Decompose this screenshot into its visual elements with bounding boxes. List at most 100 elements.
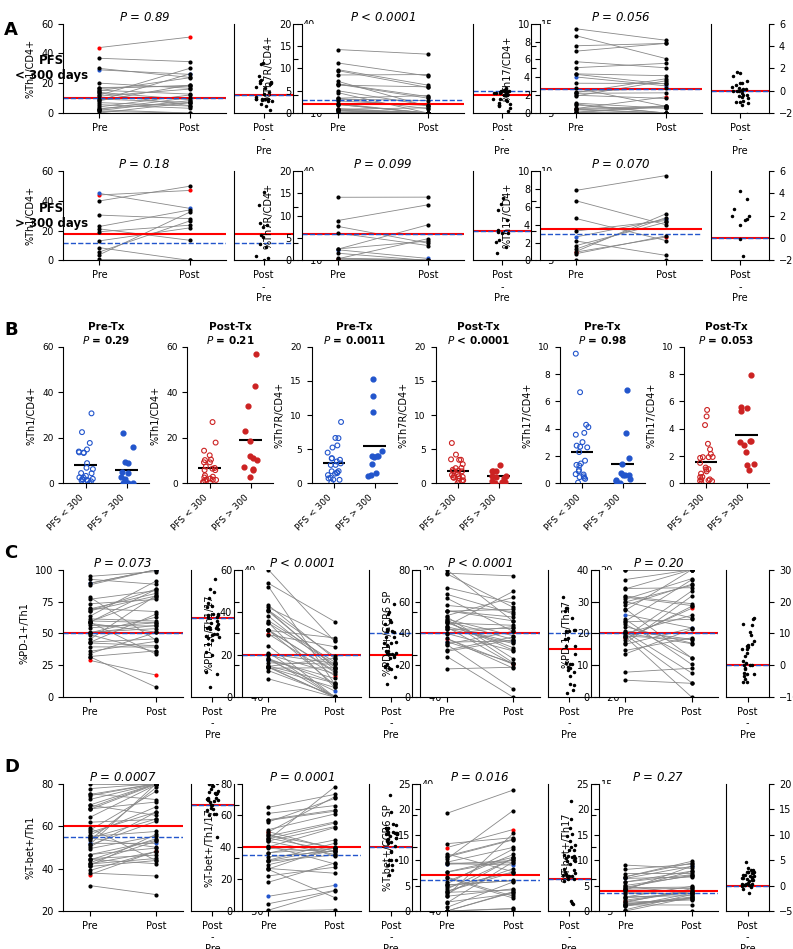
Title: $P$ = 0.89: $P$ = 0.89	[119, 10, 170, 24]
Point	[197, 455, 210, 470]
Point	[446, 467, 458, 482]
Point	[734, 404, 747, 419]
Title: $P$ = 0.0001: $P$ = 0.0001	[269, 771, 335, 784]
Y-axis label: Mean of differences: Mean of differences	[560, 27, 569, 110]
Point	[204, 471, 216, 486]
Point	[452, 463, 465, 478]
Point	[209, 473, 222, 488]
Point	[446, 436, 458, 451]
Point	[117, 474, 129, 490]
Title: Pre-Tx
$P$ = 0.29: Pre-Tx $P$ = 0.29	[82, 322, 130, 346]
Point	[243, 434, 256, 449]
Point	[118, 472, 131, 487]
Point	[577, 467, 590, 482]
Point	[456, 464, 469, 479]
Point	[577, 469, 590, 484]
Point	[367, 389, 380, 404]
Point	[209, 460, 221, 475]
Y-axis label: %Th1/CD4+: %Th1/CD4+	[151, 385, 161, 445]
Point	[322, 468, 335, 483]
Point	[118, 474, 131, 489]
Point	[331, 465, 343, 480]
Point	[579, 453, 592, 468]
Point	[573, 384, 586, 400]
Point	[450, 447, 462, 462]
Y-axis label: %T-bet+/Th1/17: %T-bet+/Th1/17	[205, 808, 214, 886]
Point	[79, 468, 92, 483]
Y-axis label: %T-bet+/Th1: %T-bet+/Th1	[26, 816, 36, 879]
Point	[250, 346, 262, 362]
Point	[702, 437, 714, 452]
Point	[577, 435, 589, 450]
Point	[573, 462, 585, 477]
Point	[485, 474, 498, 489]
Point	[82, 474, 94, 489]
Point	[85, 474, 98, 489]
Title: $P$ < 0.0001: $P$ < 0.0001	[350, 10, 416, 24]
Title: $P$ = 0.073: $P$ = 0.073	[94, 557, 153, 569]
Point	[447, 464, 460, 479]
Point	[85, 406, 98, 421]
Point	[454, 452, 467, 467]
Point	[621, 382, 634, 398]
Text: PFS
> 300 days: PFS > 300 days	[15, 202, 88, 230]
Point	[81, 456, 94, 471]
Point	[203, 448, 216, 463]
Point	[734, 435, 746, 450]
Title: Pre-Tx
$P$ = 0.0011: Pre-Tx $P$ = 0.0011	[323, 322, 386, 346]
Y-axis label: %PD-1+/Th17: %PD-1+/Th17	[561, 600, 571, 667]
Point	[247, 462, 259, 477]
Point	[745, 367, 757, 382]
Point	[456, 470, 469, 485]
Point	[78, 445, 90, 460]
Point	[243, 469, 256, 484]
Point	[366, 404, 379, 419]
Text: B: B	[4, 321, 17, 339]
Point	[77, 470, 90, 485]
Point	[700, 464, 713, 479]
Point	[119, 455, 132, 470]
Point	[209, 462, 221, 477]
Point	[86, 461, 99, 476]
Point	[366, 448, 379, 463]
Point	[73, 445, 86, 460]
Title: $P$ = 0.056: $P$ = 0.056	[591, 10, 651, 24]
Point	[447, 470, 460, 485]
Point	[116, 465, 128, 480]
Y-axis label: %Th7R/CD4+: %Th7R/CD4+	[274, 382, 285, 448]
Point	[456, 474, 469, 489]
Point	[734, 400, 747, 415]
Point	[706, 474, 718, 489]
Point	[206, 461, 219, 476]
Point	[331, 437, 343, 453]
Point	[197, 474, 209, 490]
Point	[368, 449, 381, 464]
Point	[206, 415, 219, 430]
Point	[324, 457, 337, 473]
Point	[695, 475, 708, 491]
Title: $P$ = 0.070: $P$ = 0.070	[592, 158, 650, 171]
Point	[498, 470, 511, 485]
Point	[487, 463, 500, 478]
Point	[76, 472, 89, 487]
Title: $P$ < 0.0001: $P$ < 0.0001	[269, 557, 335, 569]
Point	[86, 472, 99, 487]
Title: $P$ = 0.016: $P$ = 0.016	[450, 771, 510, 784]
Title: Post-Tx
$P$ = 0.21: Post-Tx $P$ = 0.21	[206, 322, 255, 346]
Point	[623, 451, 635, 466]
Point	[699, 418, 711, 433]
Point	[696, 450, 709, 465]
Point	[247, 462, 259, 477]
Point	[741, 456, 753, 472]
Y-axis label: %Th7R/CD4+: %Th7R/CD4+	[264, 35, 274, 102]
Point	[489, 464, 502, 479]
Point	[582, 419, 595, 435]
Point	[573, 464, 585, 479]
Point	[569, 427, 582, 442]
Title: $P$ = 0.18: $P$ = 0.18	[118, 158, 170, 171]
Point	[574, 439, 587, 455]
Point	[498, 474, 511, 490]
Y-axis label: %PD-1+/Th1/17: %PD-1+/Th1/17	[205, 595, 214, 672]
Point	[325, 464, 338, 479]
Point	[694, 474, 707, 489]
